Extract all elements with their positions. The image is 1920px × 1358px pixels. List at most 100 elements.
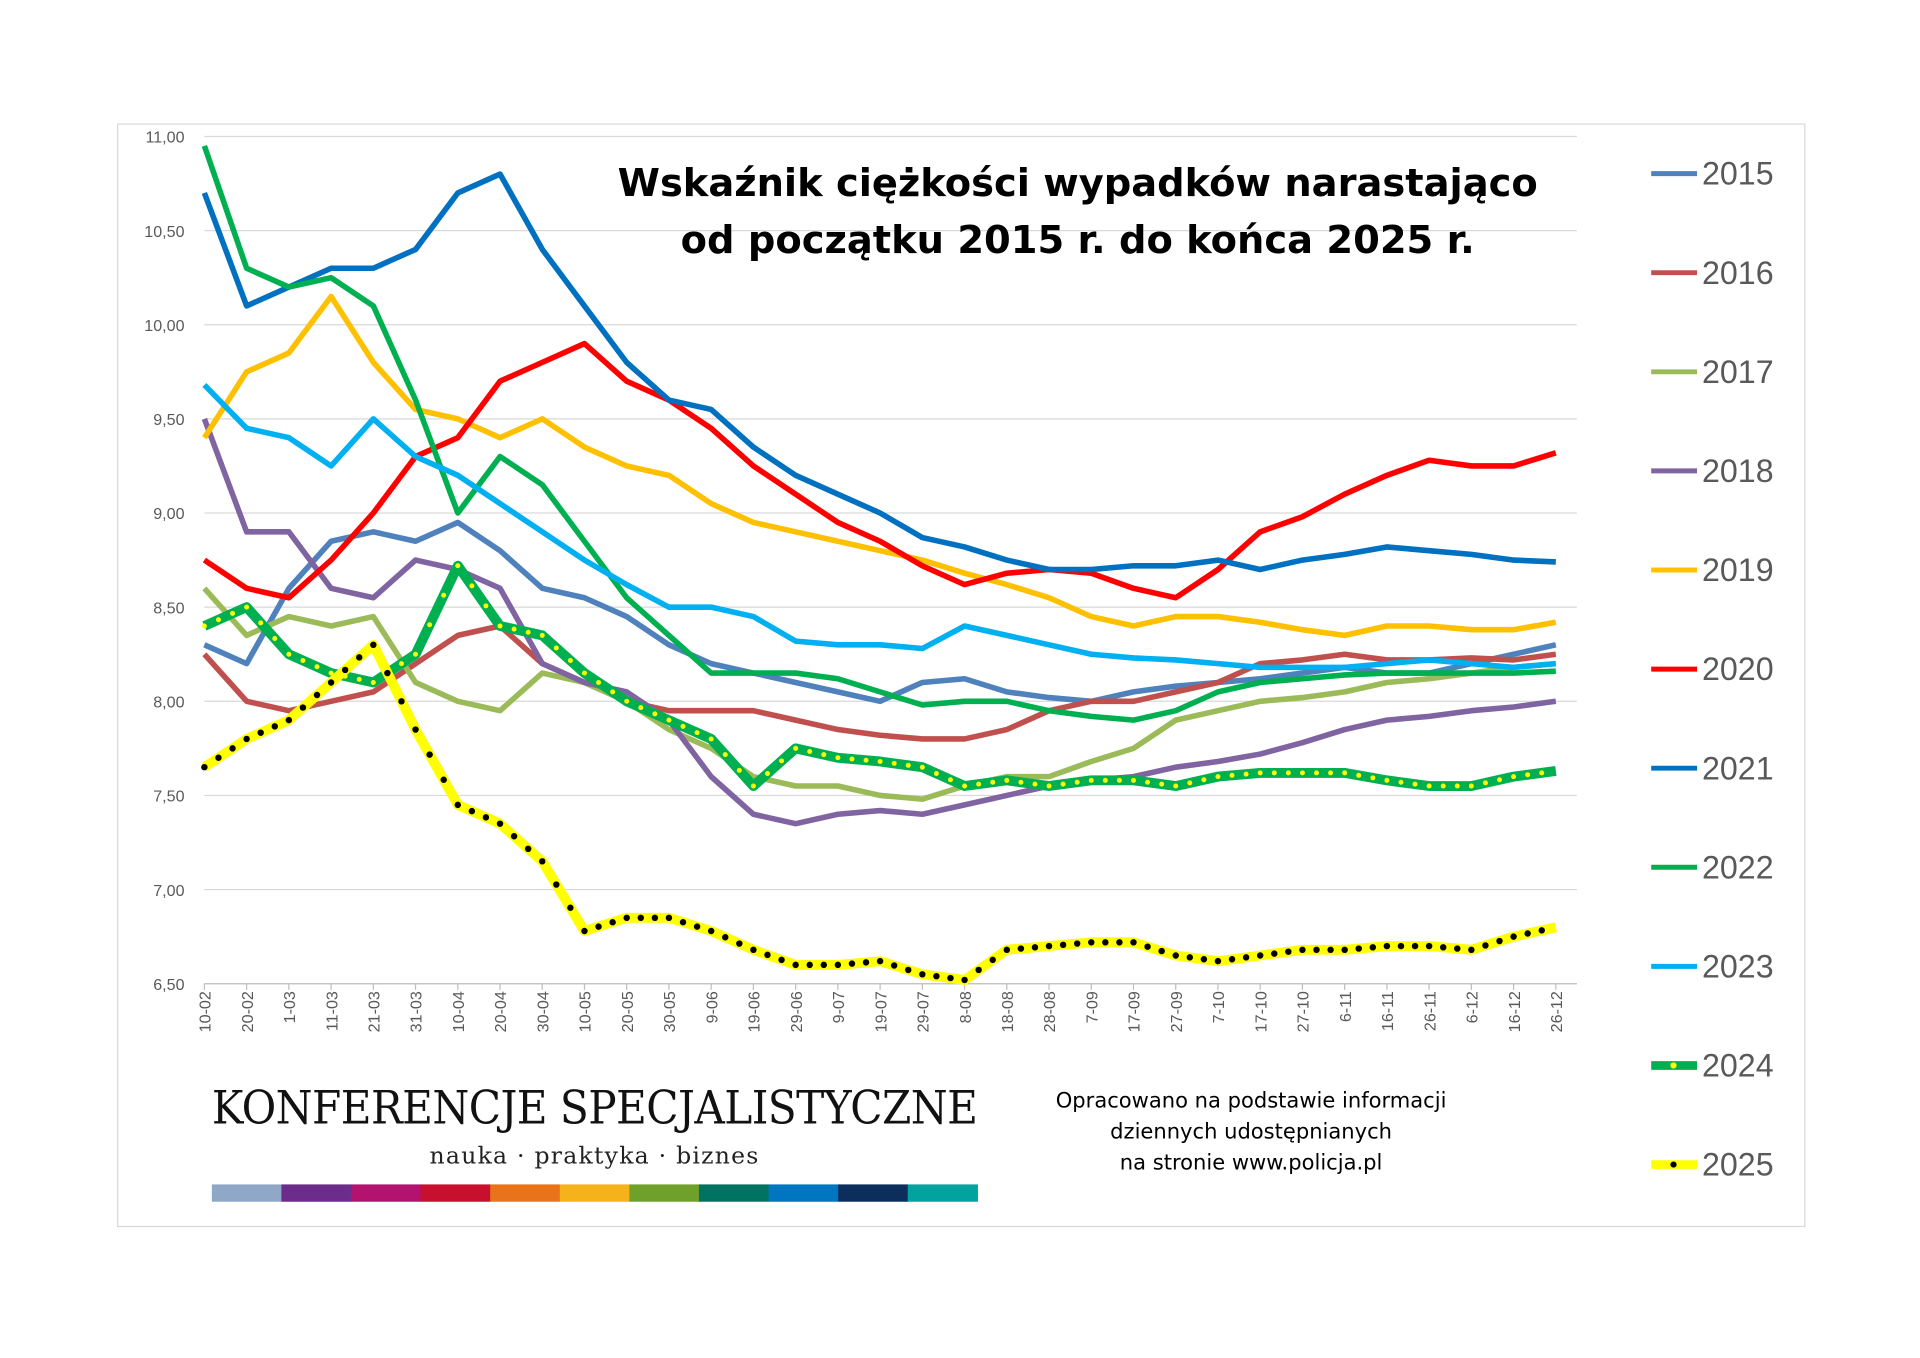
series-marker-2025 <box>609 918 616 926</box>
series-marker-2024 <box>441 592 447 598</box>
series-marker-2025 <box>285 716 293 724</box>
series-marker-2025 <box>1454 945 1461 952</box>
x-tick-label: 1-03 <box>281 991 299 1023</box>
series-marker-2024 <box>1497 777 1502 783</box>
series-marker-2025 <box>327 679 335 686</box>
chart-frame <box>117 123 1806 1228</box>
x-tick-label: 29-06 <box>788 991 806 1032</box>
y-tick-label: 9,50 <box>153 411 184 429</box>
x-tick-label: 9-07 <box>830 991 848 1023</box>
x-tick-label: 30-05 <box>661 991 679 1032</box>
series-marker-2024 <box>469 583 475 589</box>
x-tick-label: 11-03 <box>323 991 341 1031</box>
series-marker-2025 <box>398 698 405 705</box>
series-marker-2025 <box>651 914 659 922</box>
series-marker-2024 <box>652 711 658 717</box>
series-marker-2025 <box>426 751 433 758</box>
series-marker-2025 <box>919 971 926 978</box>
series-2016 <box>202 623 1557 742</box>
legend-label: 2019 <box>1702 552 1774 588</box>
legend-item-2023: 2023 <box>1651 949 1774 985</box>
series-marker-2025 <box>1411 942 1419 950</box>
series-marker-2024 <box>1271 770 1277 776</box>
series-marker-2025 <box>665 914 673 922</box>
series-marker-2025 <box>1425 942 1433 950</box>
x-tick-label: 17-09 <box>1126 991 1144 1032</box>
x-tick-label: 26-11 <box>1421 991 1439 1031</box>
legend-item-2020: 2020 <box>1651 651 1774 687</box>
series-marker-2024 <box>596 679 602 685</box>
legend-label: 2016 <box>1702 255 1774 291</box>
legend-item-2024: 2024 <box>1651 1048 1774 1084</box>
series-marker-2025 <box>482 814 490 821</box>
series-marker-2025 <box>1524 930 1531 937</box>
logo-bar-segment <box>420 1184 491 1202</box>
series-marker-2024 <box>849 756 855 762</box>
series-marker-2025 <box>707 927 715 935</box>
logo-bar-segment <box>768 1184 839 1202</box>
series-marker-2025 <box>679 918 687 926</box>
series-marker-2025 <box>1031 944 1039 951</box>
series-line-2020 <box>202 340 1557 601</box>
series-marker-2024 <box>455 563 461 569</box>
series-marker-2024 <box>1257 770 1263 776</box>
series-lines <box>201 144 1557 985</box>
logo-subtitle: nauka · praktyka · biznes <box>430 1141 760 1169</box>
series-marker-2024 <box>230 610 236 616</box>
series-marker-2025 <box>1144 943 1151 950</box>
y-tick-label: 7,00 <box>153 882 184 900</box>
series-2023 <box>202 382 1557 671</box>
series-marker-2025 <box>736 940 743 947</box>
x-tick-label: 10-02 <box>197 991 215 1032</box>
x-tick-label: 16-11 <box>1379 991 1397 1031</box>
legend-item-2025: 2025 <box>1651 1147 1774 1183</box>
series-marker-2024 <box>1018 779 1024 785</box>
series-marker-2024 <box>1131 777 1136 783</box>
series-marker-2025 <box>595 923 602 930</box>
series-marker-2025 <box>975 966 982 974</box>
series-marker-2024 <box>807 749 813 754</box>
x-tick-label: 28-08 <box>1041 991 1059 1032</box>
series-marker-2025 <box>764 951 771 959</box>
series-marker-2024 <box>877 759 883 765</box>
series-marker-2025 <box>539 858 546 865</box>
logo-bar-segment <box>490 1184 561 1202</box>
legend-label: 2018 <box>1702 453 1774 489</box>
series-line-2019 <box>202 293 1557 639</box>
series-marker-2024 <box>821 752 827 758</box>
series-marker-2025 <box>243 735 250 743</box>
series-marker-2024 <box>398 661 404 667</box>
series-marker-2025 <box>1256 952 1264 959</box>
series-marker-2025 <box>905 966 912 974</box>
y-tick-label: 8,00 <box>153 693 184 711</box>
series-marker-2024 <box>666 717 672 723</box>
series-2021 <box>201 171 1556 573</box>
series-marker-2024 <box>427 622 433 628</box>
x-tick-label: 9-06 <box>703 991 721 1023</box>
x-axis-ticks: 10-02 20-02 1-03 11-03 21-03 31-03 10-04 20-04 3… <box>197 983 1566 1032</box>
series-marker-2025 <box>947 974 954 982</box>
series-marker-2025 <box>890 962 898 969</box>
series-marker-2025 <box>1172 952 1179 959</box>
series-marker-2024 <box>511 626 517 632</box>
series-marker-2024 <box>258 620 264 626</box>
series-marker-2024 <box>1074 779 1080 785</box>
series-marker-2024 <box>750 783 756 789</box>
series-marker-2025 <box>1439 944 1447 951</box>
series-marker-2024 <box>793 745 799 751</box>
series-marker-2025 <box>1496 937 1503 945</box>
series-marker-2024 <box>1314 770 1319 776</box>
series-marker-2025 <box>1116 939 1123 946</box>
series-marker-2025 <box>876 957 884 965</box>
series-marker-2024 <box>539 632 545 638</box>
series-marker-2024 <box>356 676 362 682</box>
logo-bar-segment <box>698 1184 770 1202</box>
series-marker-2025 <box>1102 939 1109 946</box>
series-marker-2025 <box>933 972 940 980</box>
x-tick-label: 7-10 <box>1210 991 1228 1023</box>
series-marker-2024 <box>863 757 869 763</box>
series-marker-2024 <box>610 689 616 695</box>
series-line-2016 <box>202 623 1557 742</box>
series-marker-2025 <box>299 704 307 711</box>
series-marker-2024 <box>244 604 250 610</box>
